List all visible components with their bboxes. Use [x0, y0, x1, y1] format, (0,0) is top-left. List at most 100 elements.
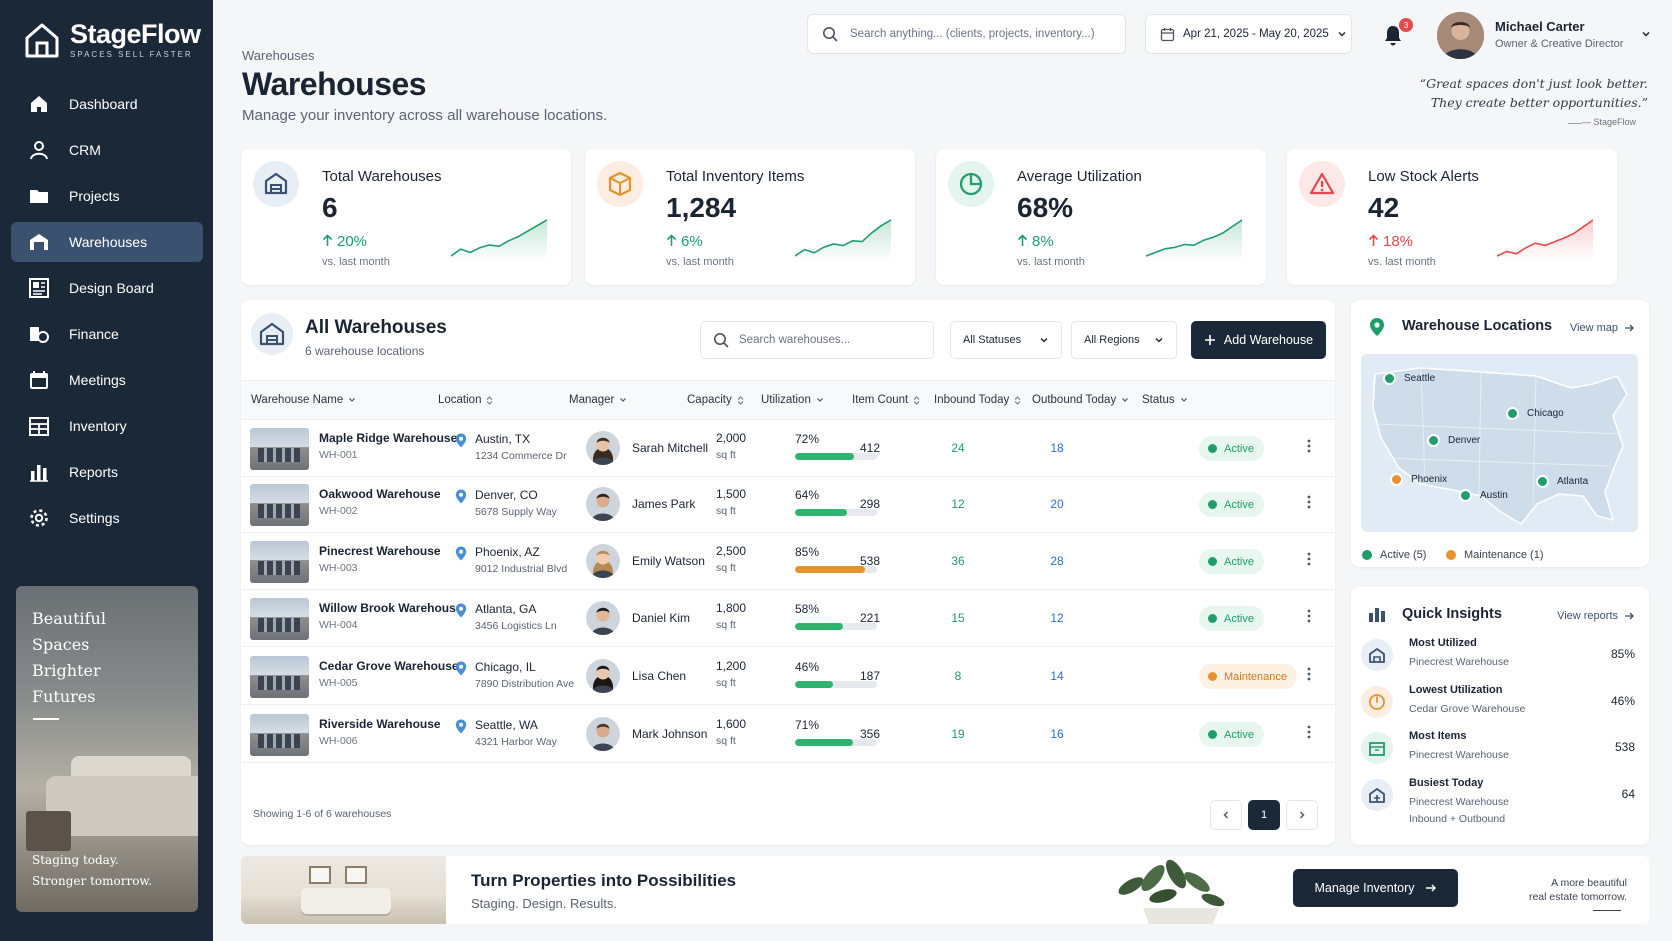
- column-header-status[interactable]: Status: [1142, 394, 1188, 406]
- map-marker-phoenix[interactable]: Phoenix: [1390, 473, 1447, 486]
- add-warehouse-button[interactable]: Add Warehouse: [1191, 321, 1326, 359]
- sidebar-item-reports[interactable]: Reports: [11, 452, 203, 492]
- manager-avatar: [586, 544, 620, 578]
- page-1-button[interactable]: 1: [1248, 800, 1280, 830]
- table-row[interactable]: Maple Ridge Warehouse WH-001 Austin, TX …: [241, 420, 1335, 477]
- table-row[interactable]: Oakwood Warehouse WH-002 Denver, CO 5678…: [241, 476, 1335, 533]
- map-marker-dot: [1390, 473, 1403, 486]
- warehouse-name[interactable]: Willow Brook Warehouse: [319, 601, 463, 615]
- status-badge: Active: [1199, 436, 1264, 461]
- column-header-manager[interactable]: Manager: [569, 394, 627, 406]
- sidebar-nav: Dashboard CRM Projects Warehouses Design Boa…: [11, 84, 203, 544]
- stat-card-average-utilization[interactable]: Average Utilization 68% 8% vs. last mont…: [936, 149, 1266, 285]
- warehouse-search-input[interactable]: Search warehouses...: [700, 321, 934, 359]
- column-header-utilization[interactable]: Utilization: [761, 394, 824, 406]
- status-filter-select[interactable]: All Statuses: [950, 321, 1062, 359]
- sidebar-item-finance[interactable]: Finance: [11, 314, 203, 354]
- map-marker-seattle[interactable]: Seattle: [1383, 372, 1435, 385]
- stat-card-total-warehouses[interactable]: Total Warehouses 6 20% vs. last month: [241, 149, 571, 285]
- sidebar-item-label: Meetings: [69, 372, 126, 388]
- stat-delta: 18%: [1368, 233, 1413, 250]
- view-reports-link[interactable]: View reports: [1557, 610, 1635, 622]
- sidebar-item-design-board[interactable]: Design Board: [11, 268, 203, 308]
- warehouse-id: WH-004: [319, 619, 358, 631]
- stat-card-low-stock-alerts[interactable]: Low Stock Alerts 42 18% vs. last month: [1287, 149, 1617, 285]
- column-header-warehouse-name[interactable]: Warehouse Name: [251, 394, 356, 406]
- chevron-down-icon[interactable]: [1640, 28, 1652, 40]
- more-options-icon[interactable]: [1307, 552, 1311, 566]
- banner-sofa: [301, 888, 391, 914]
- sidebar-item-inventory[interactable]: Inventory: [11, 406, 203, 446]
- column-header-item-count[interactable]: Item Count: [852, 394, 920, 406]
- sidebar-item-warehouses[interactable]: Warehouses: [11, 222, 203, 262]
- quote-attribution: — StageFlow: [1581, 117, 1636, 127]
- table-row[interactable]: Riverside Warehouse WH-006 Seattle, WA 4…: [241, 706, 1335, 763]
- warehouse-icon: [30, 234, 48, 250]
- status-dot: [1208, 500, 1217, 509]
- inbound-today: 24: [951, 441, 965, 455]
- map-pin-icon: [1370, 318, 1384, 336]
- view-map-link[interactable]: View map: [1570, 322, 1635, 334]
- chevron-left-icon: [1223, 811, 1228, 819]
- sidebar-item-projects[interactable]: Projects: [11, 176, 203, 216]
- column-header-inbound-today[interactable]: Inbound Today: [934, 394, 1021, 406]
- global-search-input[interactable]: Search anything... (clients, projects, i…: [807, 14, 1126, 54]
- more-options-icon[interactable]: [1307, 667, 1311, 681]
- warehouse-name[interactable]: Riverside Warehouse: [319, 717, 441, 731]
- sidebar-item-settings[interactable]: Settings: [11, 498, 203, 538]
- bell-icon[interactable]: [1383, 24, 1403, 46]
- promo-headline: Beautiful Spaces Brighter Futures: [32, 609, 106, 706]
- next-page-button[interactable]: [1286, 800, 1318, 830]
- map-marker-austin[interactable]: Austin: [1459, 489, 1508, 502]
- more-options-icon[interactable]: [1307, 495, 1311, 509]
- column-header-outbound-today[interactable]: Outbound Today: [1032, 394, 1129, 406]
- sidebar-item-meetings[interactable]: Meetings: [11, 360, 203, 400]
- sidebar-item-crm[interactable]: CRM: [11, 130, 203, 170]
- insight-most-items[interactable]: Most Items Pinecrest Warehouse 538: [1361, 730, 1639, 776]
- warehouse-name[interactable]: Cedar Grove Warehouse: [319, 659, 459, 673]
- bar-chart-icon: [30, 465, 48, 482]
- box-icon: [597, 161, 643, 207]
- insight-busiest-today[interactable]: Busiest Today Pinecrest Warehouse Inbound…: [1361, 777, 1639, 825]
- manager-avatar: [586, 487, 620, 521]
- more-options-icon[interactable]: [1307, 439, 1311, 453]
- map-marker-dot: [1427, 434, 1440, 447]
- manage-inventory-button[interactable]: Manage Inventory: [1293, 869, 1458, 907]
- column-header-location[interactable]: Location: [438, 394, 493, 406]
- map-marker-denver[interactable]: Denver: [1427, 434, 1480, 447]
- prev-page-button[interactable]: [1210, 800, 1242, 830]
- map-marker-dot: [1459, 489, 1472, 502]
- table-row[interactable]: Pinecrest Warehouse WH-003 Phoenix, AZ 9…: [241, 533, 1335, 590]
- stat-compare: vs. last month: [1368, 256, 1436, 268]
- breadcrumb[interactable]: Warehouses: [242, 48, 315, 63]
- map-marker-chicago[interactable]: Chicago: [1506, 407, 1564, 420]
- map-marker-atlanta[interactable]: Atlanta: [1536, 475, 1588, 488]
- utilization-percent: 58%: [795, 602, 820, 616]
- stat-label: Low Stock Alerts: [1368, 168, 1479, 185]
- sparkline-area: [1146, 220, 1242, 262]
- stat-delta: 6%: [666, 233, 703, 250]
- inbound-today: 19: [951, 727, 965, 741]
- brand-logo[interactable]: StageFlow SPACES SELL FASTER: [24, 20, 201, 59]
- us-map[interactable]: Seattle Chicago Denver Phoenix Austin Atlanta: [1361, 354, 1638, 532]
- insight-lowest-utilization[interactable]: Lowest Utilization Cedar Grove Warehouse…: [1361, 684, 1639, 730]
- table-row[interactable]: Cedar Grove Warehouse WH-005 Chicago, IL…: [241, 648, 1335, 705]
- stat-card-total-inventory-items[interactable]: Total Inventory Items 1,284 6% vs. last …: [585, 149, 915, 285]
- warehouse-name[interactable]: Oakwood Warehouse: [319, 487, 441, 501]
- warehouse-name[interactable]: Pinecrest Warehouse: [319, 544, 441, 558]
- table-row[interactable]: Willow Brook Warehouse WH-004 Atlanta, G…: [241, 590, 1335, 647]
- user-avatar[interactable]: [1437, 12, 1484, 59]
- date-range-picker[interactable]: Apr 21, 2025 - May 20, 2025: [1145, 14, 1352, 54]
- sidebar-item-dashboard[interactable]: Dashboard: [11, 84, 203, 124]
- insight-most-utilized[interactable]: Most Utilized Pinecrest Warehouse 85%: [1361, 637, 1639, 683]
- more-options-icon[interactable]: [1307, 725, 1311, 739]
- user-role: Owner & Creative Director: [1495, 38, 1624, 50]
- column-header-capacity[interactable]: Capacity: [687, 394, 744, 406]
- region-filter-select[interactable]: All Regions: [1071, 321, 1177, 359]
- utilization-bar: [795, 453, 877, 460]
- user-name[interactable]: Michael Carter: [1495, 19, 1585, 34]
- sparkline-area: [795, 220, 891, 262]
- warehouse-name[interactable]: Maple Ridge Warehouse: [319, 431, 458, 445]
- more-options-icon[interactable]: [1307, 609, 1311, 623]
- box-icon: [1361, 732, 1393, 764]
